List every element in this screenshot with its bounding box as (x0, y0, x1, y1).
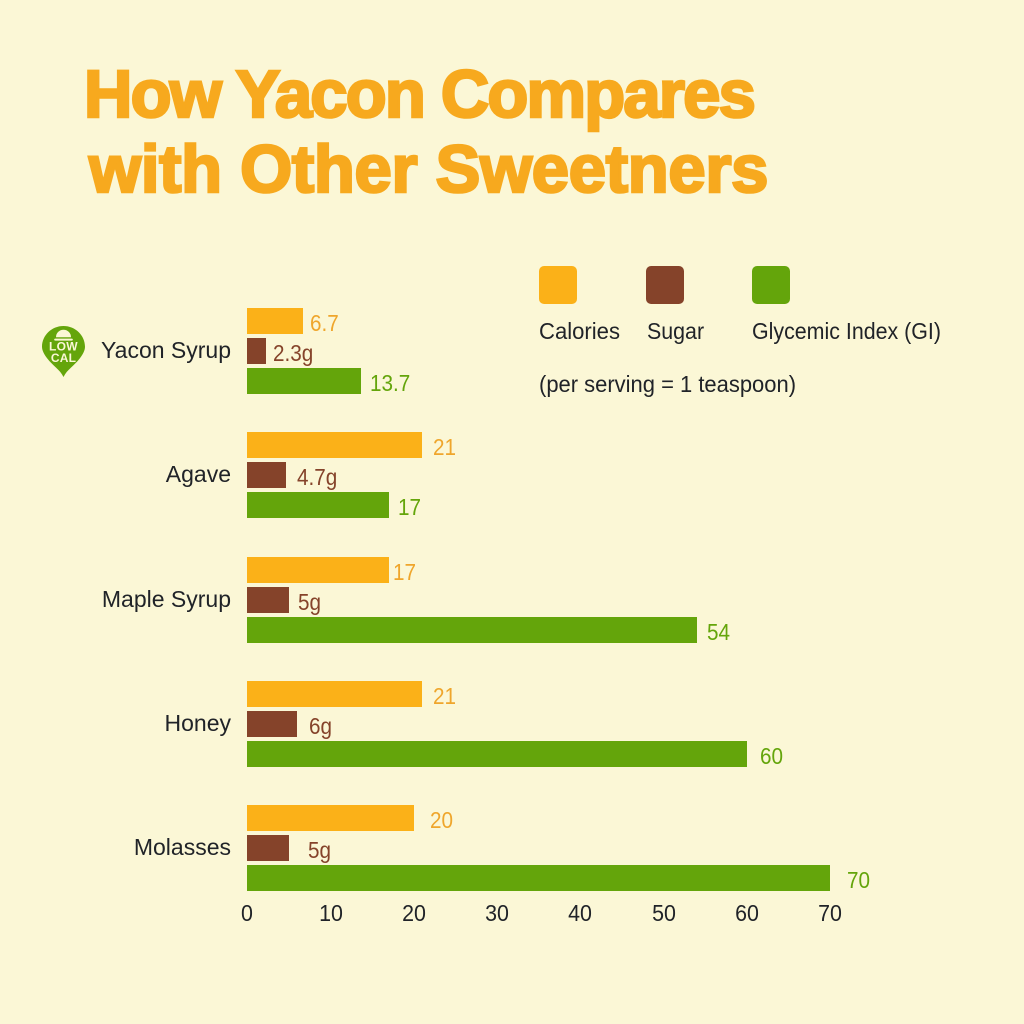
svg-text:CAL: CAL (51, 351, 76, 365)
svg-text:LOW: LOW (49, 340, 78, 354)
